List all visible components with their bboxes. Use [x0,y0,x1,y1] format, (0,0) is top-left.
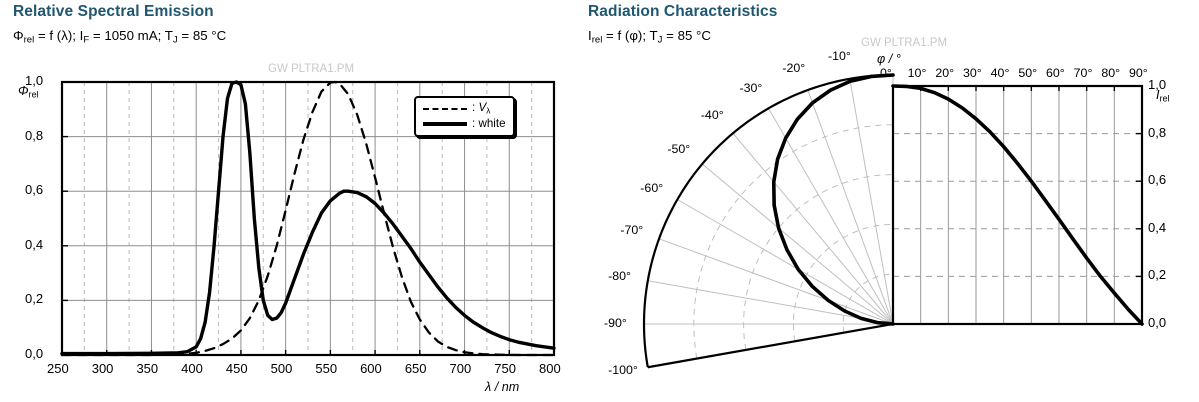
polar-angle--10°: -10° [827,49,851,64]
subtitle-symbol-i: I [588,28,592,43]
y-tick-0,0: 0,0 [25,346,44,361]
subtitle-sub-j-r: J [657,34,663,46]
y-tick-0,8: 0,8 [25,127,44,143]
subtitle-tail: = 85 °C [177,28,227,43]
subtitle-sub-j: J [172,34,178,46]
x-tick-700: 700 [449,361,472,376]
cartesian-angle-0°: 0° [880,66,892,80]
legend-v-subscript: λ [486,105,491,116]
radiation-characteristics-panel: Radiation Characteristics Irel = f (φ); … [580,0,1199,402]
cartesian-angle-40°: 40° [990,66,1010,80]
cartesian-angle-20°: 20° [935,66,955,80]
x-tick-600: 600 [360,361,382,376]
subtitle-mid2: = 1050 mA; T [89,28,173,43]
subtitle-symbol: Φ [13,28,24,43]
subtitle-right: Irel = f (φ); TJ = 85 °C [588,28,711,46]
series-white [60,80,556,356]
polar-angle--90°: -90° [604,316,627,330]
legend-swatch-dashed-icon [423,107,467,110]
legend-swatch-solid-icon [423,121,467,126]
polar-angle--70°: -70° [620,223,644,238]
subtitle-sub-rel: rel [23,34,35,46]
y-tick-0,2: 0,2 [25,291,44,307]
y-tick-r-1,0: 1,0 [1148,77,1167,92]
y-axis-title-left: Φrel [18,84,39,100]
polar-angle--80°: -80° [608,268,631,283]
legend-left: : Vλ : white [414,96,515,137]
x-tick-300: 300 [91,361,114,376]
cartesian-angle-30°: 30° [963,66,982,80]
legend-label-vlambda: : Vλ [472,101,491,116]
subtitle-mid: = f (λ); I [34,28,84,43]
polar-axis-title-text: φ / ° [877,52,901,66]
polar-axis-title: φ / ° [877,52,901,66]
y-tick-1,0: 1,0 [25,73,44,88]
cartesian-angle-50°: 50° [1018,66,1038,80]
cartesian-angle-80°: 80° [1101,66,1121,80]
subtitle-sub-rel-r: rel [591,34,603,46]
y-axis-title-right: Irel [1156,88,1170,104]
legend-white-text: white [478,117,506,130]
x-tick-500: 500 [270,361,293,376]
y-tick-r-0,0: 0,0 [1148,315,1167,330]
y-tick-r-0,2: 0,2 [1148,267,1167,283]
watermark-left: GW PLTRA1.PM [268,63,355,75]
polar-angle--100°: -100° [608,363,638,378]
y-tick-r-0,4: 0,4 [1148,219,1167,235]
subtitle-sub-f: F [83,34,90,46]
y-axis-symbol: Φ [18,84,29,98]
y-tick-0,4: 0,4 [25,236,44,252]
subtitle-left: Φrel = f (λ); IF = 1050 mA; TJ = 85 °C [13,28,226,46]
polar-angle--50°: -50° [667,141,691,156]
polar-angle--20°: -20° [782,61,806,76]
polar-angle--40°: -40° [700,108,724,123]
cartesian-angle-60°: 60° [1046,66,1065,80]
series-vlambda [60,80,556,357]
x-tick-400: 400 [181,361,203,376]
page-title-left: Relative Spectral Emission [13,3,214,20]
x-tick-800: 800 [539,361,561,376]
y-tick-0,6: 0,6 [25,182,44,198]
subtitle-mid-r: = f (φ); T [602,28,658,43]
y-axis-subscript-right: rel [1159,93,1170,104]
cartesian-angle-90°: 90° [1129,66,1148,80]
x-tick-450: 450 [225,361,248,376]
cartesian-angle-10°: 10° [907,66,927,80]
y-axis-symbol-right: I [1156,88,1160,102]
y-axis-subscript: rel [28,89,39,100]
x-tick-350: 350 [136,361,159,376]
y-tick-r-0,8: 0,8 [1148,124,1167,140]
x-tick-550: 550 [315,361,338,376]
radiation-polar-chart [642,73,1144,369]
legend-item: : white [423,116,506,131]
subtitle-tail-r: = 85 °C [662,28,711,43]
series-irel-polar [771,73,895,326]
legend-item: : Vλ [423,101,506,116]
cartesian-angle-70°: 70° [1073,66,1093,80]
x-tick-750: 750 [494,361,516,376]
watermark-right: GW PLTRA1.PM [861,37,948,49]
legend-v-symbol: V [478,101,487,115]
x-tick-650: 650 [404,361,427,376]
polar-angle--30°: -30° [739,81,763,96]
relative-spectral-emission-panel: Relative Spectral Emission Φrel = f (λ);… [0,0,590,402]
polar-angle--60°: -60° [640,180,664,195]
x-tick-250: 250 [47,361,69,376]
spectral-emission-chart [60,80,556,357]
page-title-right: Radiation Characteristics [588,3,778,20]
legend-label-white: : white [472,117,506,130]
y-tick-r-0,6: 0,6 [1148,172,1167,188]
x-axis-title-left: λ / nm [485,380,519,394]
series-irel-cartesian [891,84,1144,326]
x-axis-title-text: λ / nm [485,380,520,394]
